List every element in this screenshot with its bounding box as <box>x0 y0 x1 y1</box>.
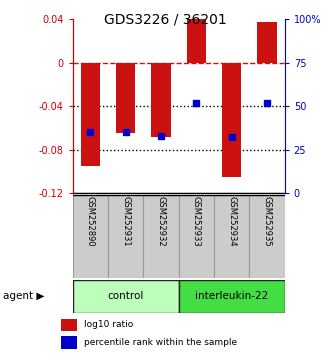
Bar <box>179 280 285 313</box>
Text: GSM252934: GSM252934 <box>227 196 236 247</box>
Text: GSM252935: GSM252935 <box>262 196 271 247</box>
Bar <box>249 195 285 278</box>
Bar <box>73 280 179 313</box>
Bar <box>61 319 77 331</box>
Text: GDS3226 / 36201: GDS3226 / 36201 <box>104 12 227 27</box>
Text: interleukin-22: interleukin-22 <box>195 291 268 302</box>
Bar <box>257 22 277 63</box>
Text: control: control <box>108 291 144 302</box>
Bar <box>179 195 214 278</box>
Bar <box>187 19 206 63</box>
Text: GSM252931: GSM252931 <box>121 196 130 247</box>
Bar <box>143 195 179 278</box>
Text: GSM252932: GSM252932 <box>157 196 166 247</box>
Text: percentile rank within the sample: percentile rank within the sample <box>84 338 237 347</box>
Bar <box>61 336 77 349</box>
Bar <box>151 63 171 137</box>
Bar <box>116 63 135 133</box>
Bar <box>222 63 241 177</box>
Text: agent ▶: agent ▶ <box>3 291 45 302</box>
Bar <box>108 195 143 278</box>
Bar <box>81 63 100 166</box>
Bar <box>214 195 249 278</box>
Text: GSM252933: GSM252933 <box>192 196 201 247</box>
Text: GSM252890: GSM252890 <box>86 196 95 247</box>
Bar <box>73 195 108 278</box>
Text: log10 ratio: log10 ratio <box>84 320 133 330</box>
